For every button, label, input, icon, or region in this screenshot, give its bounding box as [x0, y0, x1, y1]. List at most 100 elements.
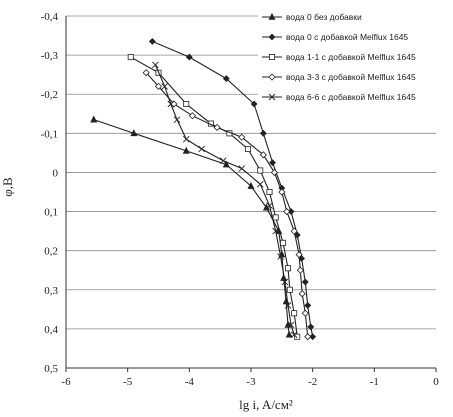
- data-point: [167, 100, 175, 108]
- series-line: [152, 40, 314, 337]
- data-point: [272, 214, 279, 221]
- y-tick-label: -0,3: [41, 50, 59, 62]
- data-point: [148, 37, 156, 45]
- series-1: [90, 115, 293, 338]
- data-point: [284, 265, 291, 272]
- legend-label: вода 0 без добавки: [286, 12, 362, 22]
- data-point: [256, 180, 264, 188]
- legend-entry: вода 6-6 с добавкой Melflux 1645: [262, 92, 416, 102]
- legend-entry: вода 0 с добавкой Melflux 1645: [262, 32, 408, 42]
- x-axis-label: lg i, A/см²: [239, 397, 293, 412]
- data-point: [259, 151, 267, 159]
- y-tick-label: 0,2: [44, 246, 58, 258]
- data-point: [284, 302, 292, 309]
- series-line: [130, 56, 298, 337]
- series-2: [148, 37, 317, 341]
- legend-background: [258, 9, 448, 113]
- axes: [65, 16, 437, 372]
- data-point: [291, 310, 298, 317]
- y-axis-label: φ,B: [0, 177, 15, 197]
- data-point: [283, 207, 291, 216]
- data-point: [309, 333, 317, 341]
- data-point: [238, 133, 246, 141]
- data-point: [277, 253, 284, 260]
- data-point: [280, 239, 287, 246]
- data-point: [278, 188, 286, 196]
- data-point: [185, 53, 193, 61]
- y-tick-label: 0,4: [44, 324, 58, 336]
- x-tick-label: -1: [370, 376, 379, 388]
- data-point: [188, 112, 196, 120]
- x-tick-label: -4: [185, 376, 195, 388]
- data-point: [238, 165, 246, 172]
- legend-label: вода 0 с добавкой Melflux 1645: [286, 32, 408, 42]
- legend-marker: [268, 54, 275, 61]
- data-point: [301, 278, 309, 286]
- data-point: [154, 82, 163, 90]
- data-point: [90, 115, 98, 123]
- data-point: [281, 278, 289, 286]
- data-point: [198, 145, 205, 153]
- x-tick-label: -3: [246, 376, 256, 388]
- data-point: [222, 75, 230, 83]
- data-point: [250, 100, 258, 108]
- data-point: [130, 129, 138, 137]
- series-line: [145, 72, 309, 337]
- legend-marker: [268, 33, 276, 41]
- data-point: [213, 123, 221, 132]
- data-point: [270, 168, 278, 177]
- legend-label: вода 6-6 с добавкой Melflux 1645: [286, 92, 416, 102]
- y-tick-label: 0,1: [44, 207, 58, 219]
- data-point: [182, 146, 190, 154]
- data-point: [304, 333, 312, 341]
- data-point: [127, 54, 134, 61]
- data-point: [142, 69, 150, 77]
- y-tick-label: 0,5: [44, 363, 58, 375]
- data-point: [222, 160, 230, 168]
- tick-labels: -0,4 -0,3 -0,2 -0,1 0 0,1 0,2 0,3 0,4 0,5-6 -5 -4 -3…: [41, 11, 440, 388]
- data-point: [287, 321, 295, 329]
- series-5: [152, 61, 298, 339]
- data-point: [247, 181, 255, 189]
- data-point: [152, 61, 159, 69]
- legend: вода 0 без добавки вода 0 с добавкой Melf…: [258, 9, 448, 113]
- data-point: [244, 145, 251, 152]
- data-point: [266, 188, 273, 195]
- data-point: [290, 331, 298, 339]
- legend-entry: вода 1-1 с добавкой Melflux 1645: [262, 52, 416, 62]
- data-point: [286, 286, 293, 293]
- data-point: [183, 101, 190, 108]
- y-tick-label: -0,1: [41, 128, 58, 140]
- y-tick-label: 0,3: [44, 285, 58, 297]
- y-tick-label: -0,4: [41, 11, 59, 23]
- data-point: [307, 323, 315, 331]
- data-point: [173, 116, 181, 123]
- data-point: [296, 266, 304, 274]
- data-point: [294, 333, 301, 340]
- data-point: [259, 129, 267, 137]
- data-point: [182, 135, 190, 143]
- legend-entry: вода 0 без добавки: [262, 12, 362, 22]
- data-point: [161, 83, 168, 90]
- data-point: [266, 202, 273, 210]
- x-tick-label: -2: [308, 376, 317, 388]
- x-tick-label: -6: [61, 376, 71, 388]
- data-point: [285, 330, 293, 338]
- data-point: [269, 159, 277, 167]
- x-tick-label: 0: [433, 376, 439, 388]
- legend-label: вода 3-3 с добавкой Melflux 1645: [286, 72, 416, 82]
- x-tick-label: -5: [123, 376, 133, 388]
- data-point: [304, 301, 312, 309]
- legend-marker: [268, 73, 276, 81]
- series-3: [127, 54, 301, 340]
- y-tick-label: -0,2: [41, 89, 58, 101]
- data-point: [219, 157, 227, 165]
- legend-entry: вода 3-3 с добавкой Melflux 1645: [262, 72, 416, 82]
- legend-marker: [268, 93, 276, 101]
- y-tick-label: 0: [53, 167, 59, 179]
- legend-marker: [268, 12, 276, 20]
- series-4: [142, 69, 312, 341]
- series-line: [154, 64, 295, 335]
- data-point: [301, 309, 309, 317]
